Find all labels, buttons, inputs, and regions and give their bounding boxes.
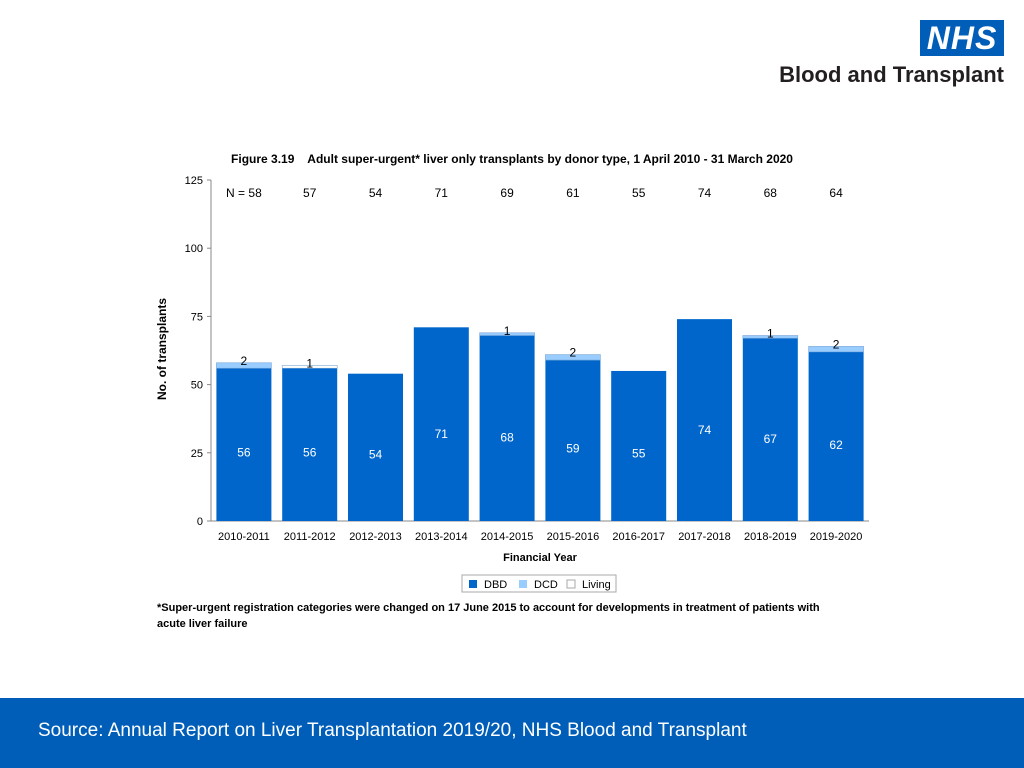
y-tick-label: 125 (185, 175, 203, 187)
n-total: 54 (369, 186, 383, 200)
nhsbt-logo: NHS Blood and Transplant (764, 20, 1004, 90)
bar-dcd-2014-2015 (479, 332, 535, 336)
legend-swatch-dbd (469, 580, 477, 588)
x-tick-label: 2010-2011 (218, 531, 270, 543)
data-label-dbd: 74 (698, 423, 712, 437)
bar-dcd-2018-2019 (742, 335, 799, 339)
bar-living-2011-2012 (281, 365, 338, 369)
y-axis-label: No. of transplants (155, 298, 169, 400)
n-total: N = 58 (226, 186, 262, 200)
legend-swatch-living (566, 579, 576, 589)
n-total: 61 (566, 186, 580, 200)
y-tick-label: 50 (191, 380, 203, 392)
bar-dbd-2017-2018 (677, 319, 732, 521)
bar-dbd-2018-2019 (742, 338, 798, 521)
bar-dcd-2010-2011 (216, 362, 272, 369)
source-text: Source: Annual Report on Liver Transplan… (38, 720, 747, 741)
data-label-living: 1 (306, 357, 313, 371)
data-label-dbd: 59 (566, 442, 580, 456)
bar-dbd-2015-2016 (545, 360, 601, 521)
bar-dbd-2012-2013 (348, 373, 403, 521)
n-total: 71 (435, 186, 449, 200)
n-total: 74 (698, 186, 712, 200)
legend-label-dcd: DCD (534, 579, 558, 591)
n-total: 69 (500, 186, 514, 200)
x-tick-label: 2015-2016 (547, 531, 600, 543)
nhs-badge: NHS (920, 20, 1004, 56)
x-tick-label: 2016-2017 (612, 531, 665, 543)
bar-dbd-2014-2015 (479, 335, 535, 521)
x-tick-label: 2011-2012 (284, 531, 336, 543)
bar-dcd-2015-2016 (545, 354, 601, 361)
data-label-dbd: 67 (764, 432, 778, 446)
data-label-dbd: 71 (435, 427, 449, 441)
legend-label-dbd: DBD (484, 579, 507, 591)
x-tick-label: 2019-2020 (810, 531, 863, 543)
n-total: 55 (632, 186, 646, 200)
n-total: 68 (764, 186, 778, 200)
x-tick-label: 2014-2015 (481, 531, 534, 543)
n-total: 57 (303, 186, 317, 200)
n-total: 64 (829, 186, 843, 200)
data-label-dbd: 55 (632, 446, 646, 460)
data-label-dcd: 2 (570, 346, 577, 360)
bar-dbd-2013-2014 (413, 327, 469, 521)
bar-dbd-2011-2012 (282, 368, 338, 521)
data-label-dcd: 2 (833, 337, 840, 351)
y-tick-label: 75 (191, 311, 203, 323)
y-tick-label: 100 (185, 243, 203, 255)
data-label-dbd: 56 (303, 445, 317, 459)
data-label-dcd: 1 (767, 326, 774, 340)
data-label-dbd: 56 (237, 445, 251, 459)
x-tick-label: 2013-2014 (415, 531, 468, 543)
bar-dcd-2019-2020 (808, 346, 864, 353)
source-footer: Source: Annual Report on Liver Transplan… (0, 698, 1024, 768)
data-label-dbd: 54 (369, 448, 383, 462)
x-tick-label: 2018-2019 (744, 531, 797, 543)
bar-dbd-2019-2020 (808, 351, 864, 521)
y-tick-label: 25 (191, 448, 203, 460)
legend-box (461, 574, 617, 593)
transplant-bar-chart: Figure 3.19 Adult super-urgent* liver on… (155, 152, 869, 593)
legend-swatch-dcd (519, 580, 527, 588)
data-label-dcd: 1 (504, 324, 511, 338)
bar-dbd-2016-2017 (611, 370, 667, 521)
data-label-dbd: 68 (500, 431, 514, 445)
y-tick-label: 0 (197, 516, 203, 528)
bar-dbd-2010-2011 (216, 368, 272, 521)
data-label-dbd: 62 (829, 438, 843, 452)
chart-footnote: *Super-urgent registration categories we… (157, 602, 820, 630)
legend-label-living: Living (582, 579, 611, 591)
organisation-name: Blood and Transplant (779, 62, 1004, 87)
x-axis-label: Financial Year (503, 552, 578, 564)
data-label-dcd: 2 (241, 354, 248, 368)
chart-title: Figure 3.19 Adult super-urgent* liver on… (231, 152, 793, 166)
x-tick-label: 2012-2013 (349, 531, 402, 543)
x-tick-label: 2017-2018 (678, 531, 731, 543)
